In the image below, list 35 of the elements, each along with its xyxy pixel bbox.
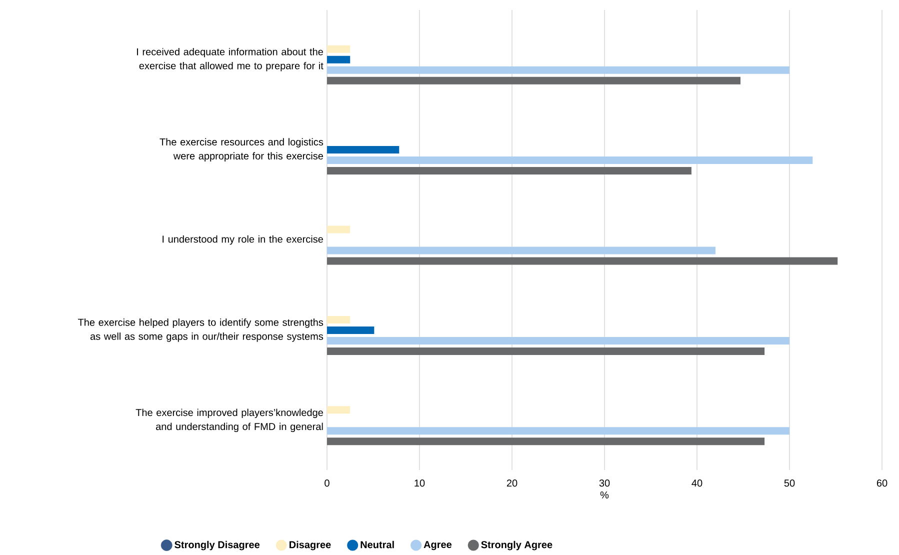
bar xyxy=(327,438,765,446)
legend-label: Neutral xyxy=(360,540,394,548)
bar xyxy=(327,246,716,254)
x-tick-label: 50 xyxy=(784,480,795,487)
x-tick-label: 20 xyxy=(506,480,518,487)
legend-label: Disagree xyxy=(290,540,331,550)
bar xyxy=(327,406,350,414)
bar xyxy=(327,76,740,84)
y-tick-label: The exercise helped players to identify some strengths as well as some gaps in our/their response systems xyxy=(78,318,324,342)
x-axis-title: % xyxy=(600,491,609,498)
x-tick-label: 30 xyxy=(599,480,610,487)
bar xyxy=(327,45,350,53)
y-tick-label: The exercise improved players’knowledge and understanding of FMD in general xyxy=(136,408,323,432)
y-tick-label: I understood my role in the exercise xyxy=(162,235,323,245)
bar xyxy=(327,427,790,435)
x-tick-label: 60 xyxy=(876,480,888,487)
y-tick-label: The exercise resources and logistics were appropriate for this exercise xyxy=(160,138,324,162)
bar xyxy=(327,336,790,344)
x-tick-label: 0 xyxy=(324,480,330,487)
bar xyxy=(327,226,350,234)
legend-label: Agree xyxy=(424,541,452,550)
bar xyxy=(327,56,350,64)
x-tick-label: 10 xyxy=(414,480,425,487)
legend-label: Strongly Disagree xyxy=(174,540,260,550)
x-tick-label: 40 xyxy=(692,480,702,487)
legend-label: Strongly Agree xyxy=(481,540,552,550)
bar xyxy=(327,146,400,154)
bar xyxy=(327,66,790,74)
bar xyxy=(327,316,350,324)
bar xyxy=(327,167,692,175)
bar xyxy=(327,347,765,355)
bar xyxy=(327,326,374,334)
bar xyxy=(327,156,813,164)
bar xyxy=(327,257,838,265)
y-tick-label: I received adequate information about the exercise that allowed me to prepare for it xyxy=(137,48,324,72)
